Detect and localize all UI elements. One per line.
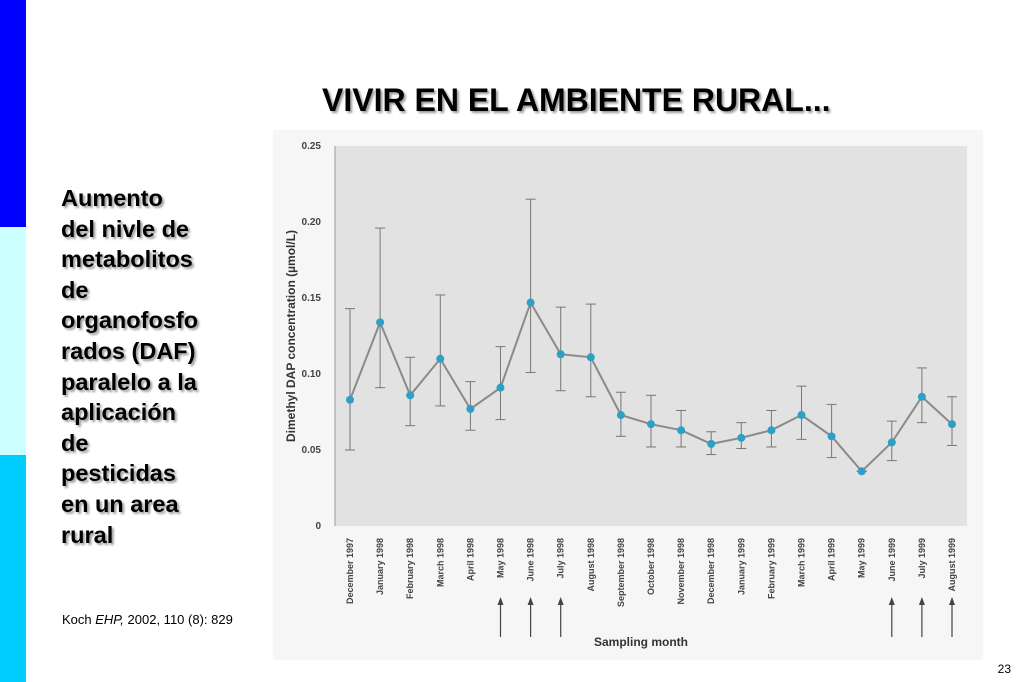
data-point xyxy=(556,350,565,359)
x-tick-label: July 1998 xyxy=(556,538,566,579)
y-tick-label: 0.25 xyxy=(302,141,322,152)
x-tick-label: January 1999 xyxy=(736,538,746,595)
data-point xyxy=(526,298,535,307)
x-tick-label: August 1998 xyxy=(586,538,596,592)
x-tick-label: January 1998 xyxy=(375,538,385,595)
application-arrow-head xyxy=(888,597,895,605)
side-text-line: paralelo a la xyxy=(61,368,197,395)
citation-author: Koch xyxy=(62,612,96,627)
x-tick-label: April 1999 xyxy=(827,538,837,581)
side-text-line: pesticidas xyxy=(61,460,176,487)
application-arrow-head xyxy=(949,597,955,605)
x-tick-label: June 1998 xyxy=(526,538,536,582)
y-tick-label: 0.05 xyxy=(302,445,322,456)
data-point xyxy=(767,426,776,435)
x-tick-label: March 1998 xyxy=(435,538,445,587)
citation: Koch EHP, 2002, 110 (8): 829 xyxy=(62,612,233,627)
data-point xyxy=(887,438,896,447)
data-point xyxy=(917,392,926,401)
data-point xyxy=(376,318,385,327)
application-arrow-head xyxy=(527,597,534,605)
accent-band-middle xyxy=(0,227,26,455)
side-text-line: de xyxy=(61,276,89,303)
y-tick-label: 0 xyxy=(315,521,321,532)
x-tick-label: February 1999 xyxy=(766,538,776,599)
x-tick-label: October 1998 xyxy=(646,538,656,595)
data-point xyxy=(677,426,686,435)
x-tick-label: March 1999 xyxy=(797,538,807,587)
x-tick-label: May 1999 xyxy=(857,538,867,578)
data-point xyxy=(436,354,445,363)
y-axis-label: Dimethyl DAP concentration (µmol/L) xyxy=(284,230,298,442)
side-text-line: en un area xyxy=(61,490,179,517)
side-text-line: Aumento xyxy=(61,185,163,211)
data-point xyxy=(827,432,836,441)
data-point xyxy=(948,420,956,429)
citation-details: 2002, 110 (8): 829 xyxy=(123,612,233,627)
side-text: Aumento del nivle de metabolitos de orga… xyxy=(61,183,261,550)
side-text-line: aplicación xyxy=(61,399,176,426)
plot-area xyxy=(335,146,967,526)
x-tick-label: April 1998 xyxy=(465,538,475,581)
data-point xyxy=(857,467,866,476)
y-tick-label: 0.20 xyxy=(302,217,322,228)
x-tick-label: February 1998 xyxy=(405,538,415,599)
data-point xyxy=(707,439,716,448)
application-arrow-head xyxy=(918,597,925,605)
side-text-line: de xyxy=(61,429,89,456)
data-point xyxy=(797,411,806,420)
x-tick-label: December 1998 xyxy=(706,538,716,604)
data-point xyxy=(346,395,354,404)
data-point xyxy=(406,391,415,400)
data-point xyxy=(496,383,505,392)
x-tick-label: November 1998 xyxy=(676,538,686,605)
data-point xyxy=(466,404,475,413)
page-number: 23 xyxy=(997,662,1011,676)
side-text-line: rural xyxy=(61,521,114,548)
slide-title: VIVIR EN EL AMBIENTE RURAL... xyxy=(322,82,831,118)
side-text-line: metabolitos xyxy=(61,246,193,273)
x-tick-label: December 1997 xyxy=(345,538,355,604)
application-arrow-head xyxy=(497,597,504,605)
dap-concentration-chart: 0 0.05 0.10 0.15 0.20 0.25 Dimethyl DAP concen… xyxy=(273,130,983,660)
data-point xyxy=(586,353,595,362)
application-arrow-head xyxy=(557,597,564,605)
accent-band-bottom xyxy=(0,455,26,682)
accent-band-top xyxy=(0,0,26,227)
x-tick-label: June 1999 xyxy=(887,538,897,582)
x-axis-label: Sampling month xyxy=(594,635,688,649)
x-tick-label: May 1998 xyxy=(496,538,506,578)
y-tick-label: 0.15 xyxy=(302,293,322,304)
data-point xyxy=(616,411,625,420)
x-tick-label: September 1998 xyxy=(616,538,626,607)
citation-journal: EHP, xyxy=(95,612,124,627)
data-point xyxy=(647,420,655,429)
side-text-line: organofosfo xyxy=(61,307,199,334)
data-point xyxy=(737,433,746,442)
x-tick-label: July 1999 xyxy=(917,538,927,579)
x-tick-label: August 1999 xyxy=(947,538,957,592)
side-text-line: rados (DAF) xyxy=(61,337,196,364)
y-tick-label: 0.10 xyxy=(302,369,322,380)
side-text-line: del nivle de xyxy=(61,215,189,242)
